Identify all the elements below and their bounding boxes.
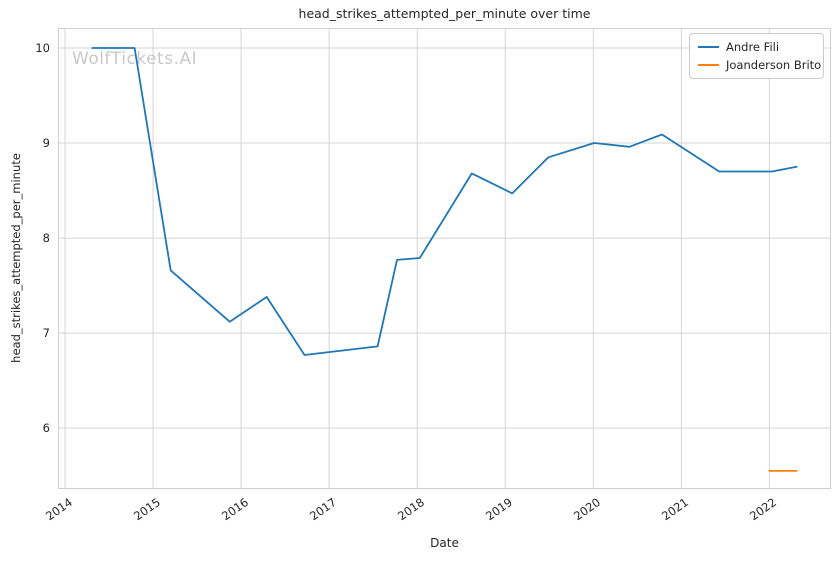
x-tick-label: 2022: [747, 495, 780, 524]
plot-svg: [58, 28, 831, 489]
x-tick-label: 2018: [395, 495, 428, 524]
legend-item-label: Andre Fili: [726, 40, 780, 54]
plot-area: [58, 28, 831, 489]
legend-item: Andre Fili: [698, 38, 815, 56]
x-tick-label: 2016: [219, 495, 252, 524]
legend: Andre Fili Joanderson Brito: [689, 33, 824, 79]
y-tick-label: 6: [42, 421, 50, 436]
plot-border: [58, 28, 831, 489]
legend-item: Joanderson Brito: [698, 56, 821, 74]
x-tick-label: 2020: [571, 495, 604, 524]
x-tick-label: 2019: [483, 495, 516, 524]
x-tick-label: 2014: [43, 495, 76, 524]
x-tick-label: 2015: [131, 495, 164, 524]
y-tick-label: 10: [35, 40, 50, 55]
x-tick-label: 2017: [307, 495, 340, 524]
chart-title: head_strikes_attempted_per_minute over t…: [298, 6, 591, 21]
y-tick-label: 8: [42, 231, 50, 246]
x-tick-label: 2021: [659, 495, 692, 524]
x-axis-label: Date: [430, 536, 459, 550]
y-tick-label: 7: [42, 326, 50, 341]
legend-line-swatch-blue: [698, 46, 719, 48]
legend-item-label: Joanderson Brito: [726, 58, 822, 72]
watermark: WolfTickets.AI: [72, 49, 198, 69]
series-line-andre-fili: [91, 47, 798, 356]
y-tick-label: 9: [42, 136, 50, 150]
legend-line-swatch-orange: [698, 64, 719, 66]
